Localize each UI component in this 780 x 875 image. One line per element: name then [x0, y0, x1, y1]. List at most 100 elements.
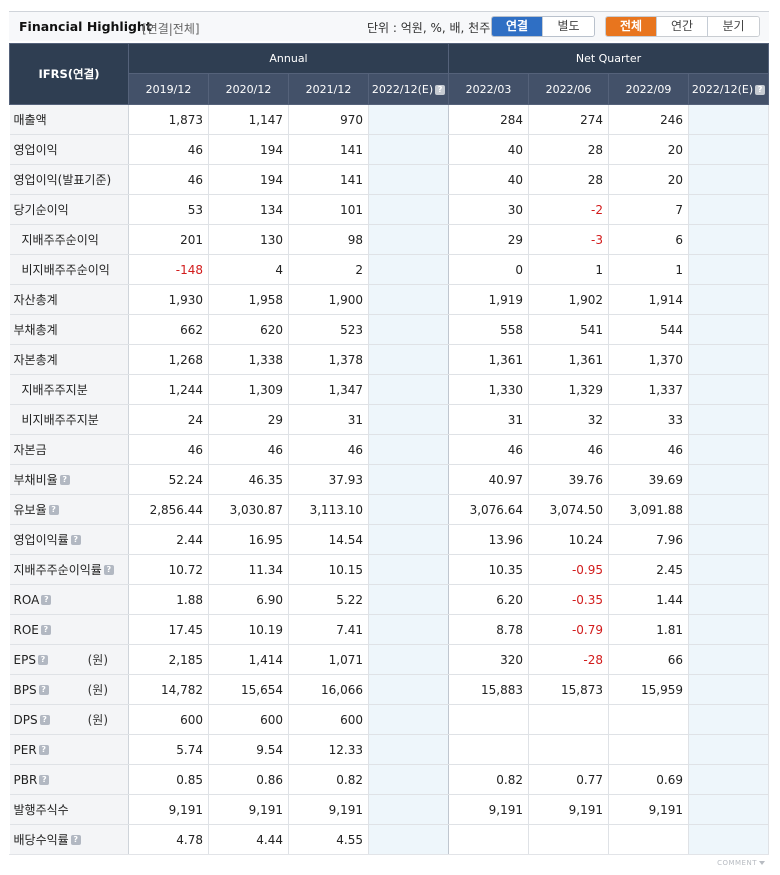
table-cell [368, 704, 449, 735]
table-cell: 9,191 [528, 794, 609, 825]
table-cell [368, 644, 449, 675]
table-cell [368, 104, 449, 135]
question-icon[interactable]: ? [755, 84, 766, 95]
question-icon[interactable]: ? [40, 624, 51, 635]
row-label: PER? [9, 734, 129, 765]
section-subtitle: [연결|전체] [142, 22, 200, 36]
table-cell [688, 254, 769, 285]
table-cell: 320 [448, 644, 529, 675]
table-cell: 2 [288, 254, 369, 285]
table-cell: 33 [608, 404, 689, 435]
row-label-text: 부채총계 [13, 323, 58, 337]
table-cell: 600 [128, 704, 209, 735]
table-cell: 3,091.88 [608, 494, 689, 525]
row-label-text: 자산총계 [13, 293, 58, 307]
row-label-text: 지배주주순이익 [21, 233, 99, 247]
table-row: BPS? (원) 14,782 15,654 16,066 15,883 15,873 15,… [9, 674, 769, 705]
row-label: BPS? (원) [9, 674, 129, 705]
table-cell: 28 [528, 134, 609, 165]
period-button-all[interactable]: 전체 [606, 17, 657, 36]
row-label-text: 자본총계 [13, 353, 58, 367]
table-cell: 7.41 [288, 614, 369, 645]
table-cell: 541 [528, 314, 609, 345]
table-cell [368, 584, 449, 615]
table-cell: 9.54 [208, 734, 289, 765]
scope-button-separate[interactable]: 별도 [543, 17, 594, 36]
section-title: Financial Highlight [19, 19, 152, 34]
table-cell [368, 134, 449, 165]
table-cell: 24 [128, 404, 209, 435]
row-label: 자산총계 [9, 284, 129, 315]
column-header: 2021/12 [288, 73, 369, 105]
table-cell: 1.44 [608, 584, 689, 615]
table-cell [688, 134, 769, 165]
question-icon[interactable]: ? [39, 774, 50, 785]
question-icon[interactable]: ? [48, 504, 59, 515]
row-label-text: 당기순이익 [13, 203, 69, 217]
question-icon[interactable]: ? [103, 564, 114, 575]
table-cell: 620 [208, 314, 289, 345]
question-icon[interactable]: ? [37, 654, 48, 665]
table-cell [528, 704, 609, 735]
table-row: 부채비율? 52.24 46.35 37.93 40.97 39.76 39.69 [9, 464, 769, 495]
question-icon[interactable]: ? [435, 84, 446, 95]
column-header-label: 2019/12 [145, 82, 192, 96]
question-icon[interactable]: ? [41, 594, 52, 605]
table-cell: 194 [208, 164, 289, 195]
row-label: DPS? (원) [9, 704, 129, 735]
table-row: 지배주주지분 1,244 1,309 1,347 1,330 1,329 1,337 [9, 374, 769, 405]
row-unit: (원) [87, 713, 108, 727]
row-label-text: 자본금 [13, 443, 47, 457]
question-icon[interactable]: ? [70, 534, 81, 545]
table-cell: 7 [608, 194, 689, 225]
row-label: 지배주주순이익 [9, 224, 129, 255]
table-cell: 46 [128, 164, 209, 195]
column-header-label: 2022/03 [465, 82, 512, 96]
table-cell: 2,856.44 [128, 494, 209, 525]
table-row: 지배주주순이익 201 130 98 29 -3 6 [9, 224, 769, 255]
table-cell: 40.97 [448, 464, 529, 495]
table-cell: -148 [128, 254, 209, 285]
table-cell: 0.82 [288, 764, 369, 795]
highlight-header: Financial Highlight [연결|전체] 단위 : 억원, %, … [9, 11, 769, 41]
question-icon[interactable]: ? [38, 744, 49, 755]
row-label-text: 비지배주주순이익 [21, 263, 110, 277]
table-cell: 3,030.87 [208, 494, 289, 525]
question-icon[interactable]: ? [70, 834, 81, 845]
comment-toggle[interactable]: COMMENT [717, 859, 765, 867]
table-cell: 600 [288, 704, 369, 735]
table-cell: 1,268 [128, 344, 209, 375]
table-cell: 46 [128, 134, 209, 165]
table-cell [688, 404, 769, 435]
table-cell: 1,071 [288, 644, 369, 675]
table-row: ROE? 17.45 10.19 7.41 8.78 -0.79 1.81 [9, 614, 769, 645]
table-cell [368, 164, 449, 195]
scope-button-consolidated[interactable]: 연결 [492, 17, 543, 36]
table-cell: 274 [528, 104, 609, 135]
question-icon[interactable]: ? [59, 474, 70, 485]
table-cell [688, 554, 769, 585]
table-cell: 46 [448, 434, 529, 465]
table-row: 배당수익률? 4.78 4.44 4.55 [9, 824, 769, 855]
table-cell: 1 [608, 254, 689, 285]
table-cell: 0.77 [528, 764, 609, 795]
table-cell [608, 824, 689, 855]
table-cell [688, 224, 769, 255]
row-label: 유보율? [9, 494, 129, 525]
table-cell: 98 [288, 224, 369, 255]
column-header: 2022/06 [528, 73, 609, 105]
table-cell: 0.82 [448, 764, 529, 795]
question-icon[interactable]: ? [38, 684, 49, 695]
table-cell [688, 284, 769, 315]
table-cell: 9,191 [288, 794, 369, 825]
question-icon[interactable]: ? [39, 714, 50, 725]
period-button-annual[interactable]: 연간 [657, 17, 708, 36]
table-cell [688, 434, 769, 465]
table-cell: 0 [448, 254, 529, 285]
table-cell [368, 824, 449, 855]
row-label-text: 발행주식수 [13, 803, 69, 817]
table-cell: 31 [288, 404, 369, 435]
period-button-quarter[interactable]: 분기 [708, 17, 759, 36]
table-cell: 544 [608, 314, 689, 345]
table-cell: 29 [448, 224, 529, 255]
